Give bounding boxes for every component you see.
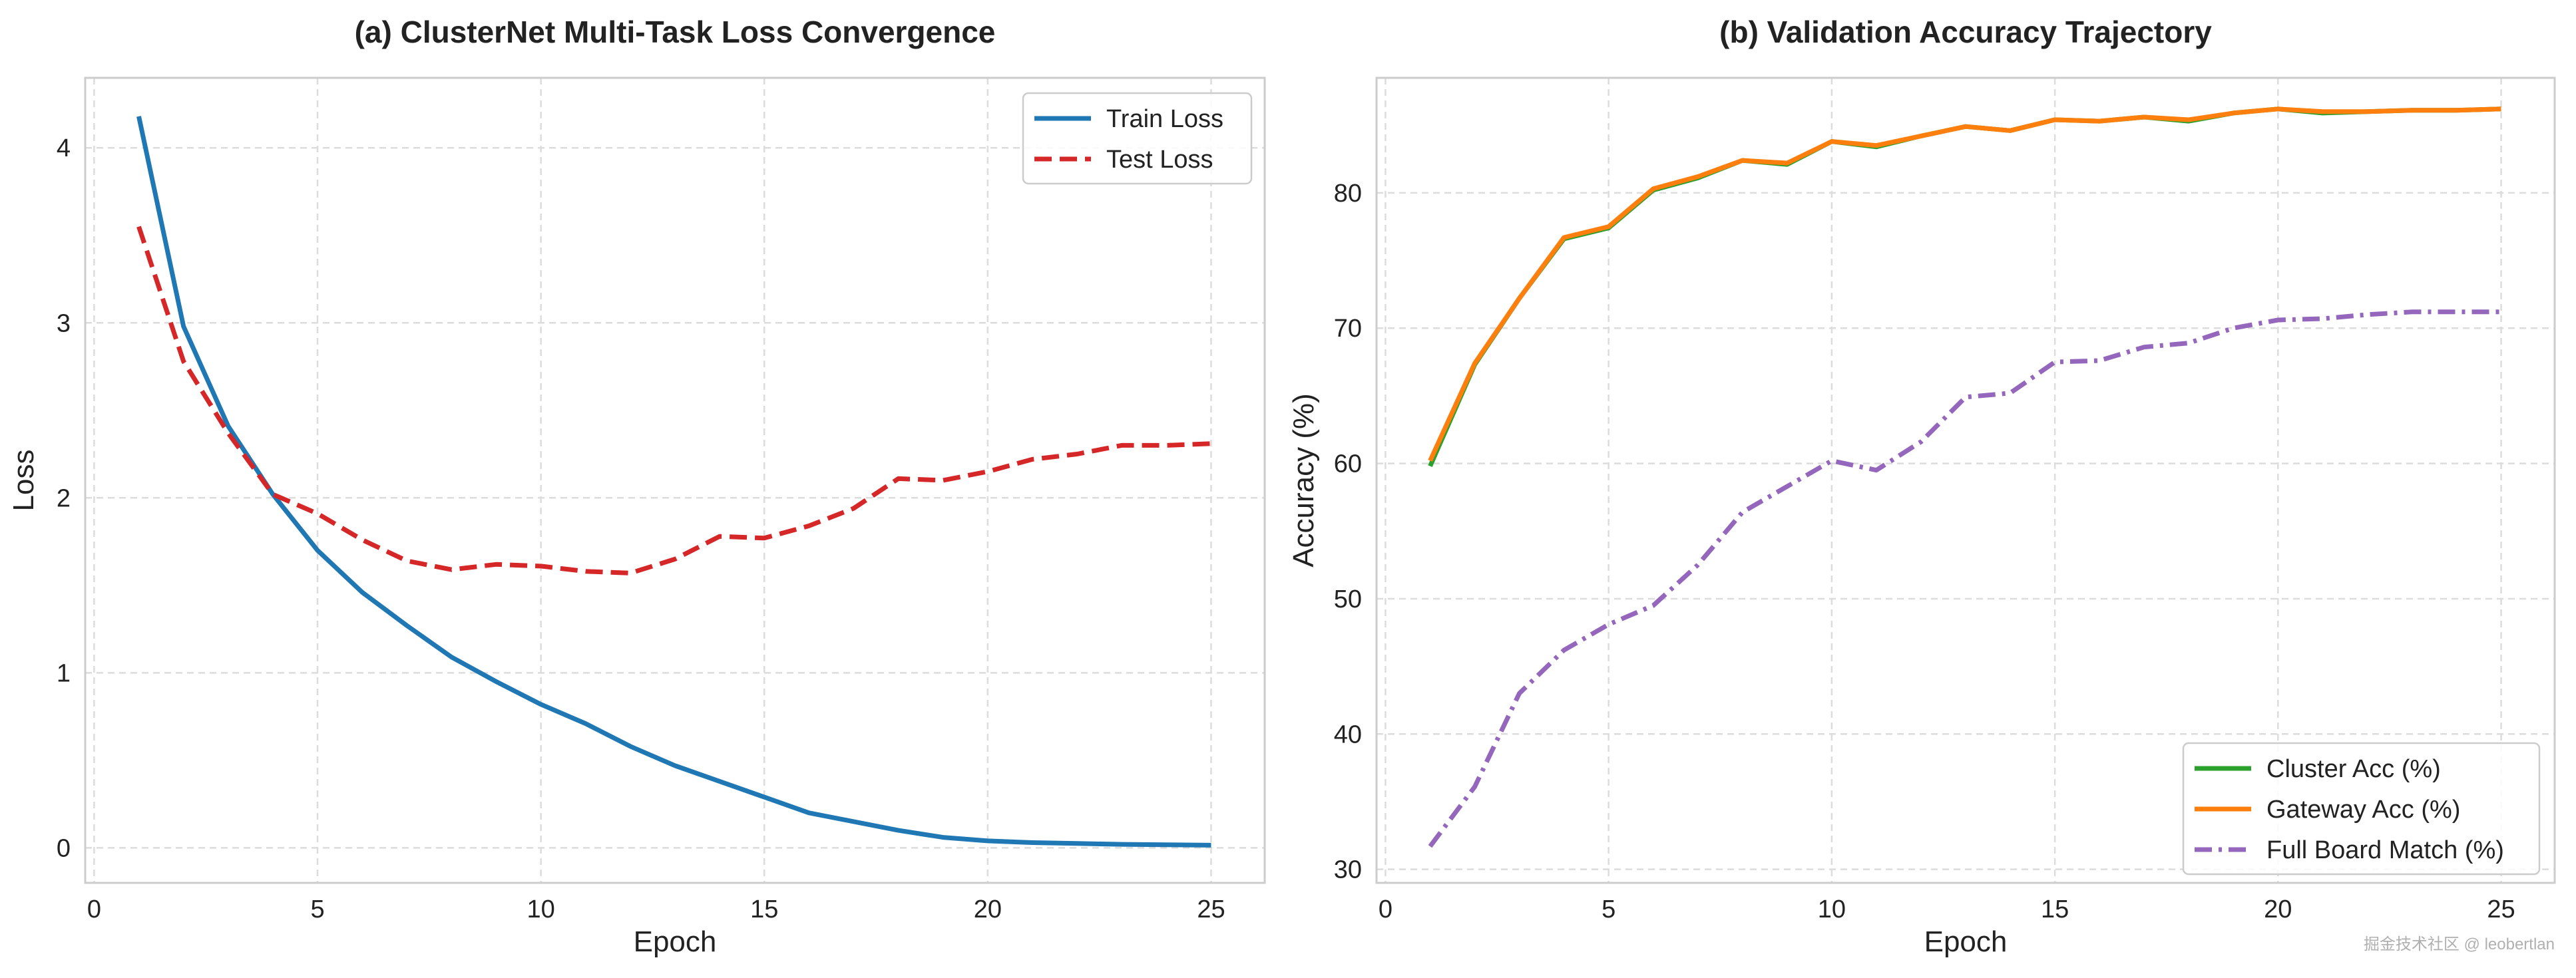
x-tick-label: 25: [2487, 896, 2515, 923]
series-line: [136, 226, 1211, 575]
y-axis-label: Loss: [7, 450, 40, 512]
y-tick-label: 60: [1334, 450, 1362, 478]
chart-title: (b) Validation Accuracy Trajectory: [1719, 15, 2212, 49]
y-tick-label: 80: [1334, 180, 1362, 208]
x-tick-label: 5: [1602, 896, 1615, 923]
series-line: [1428, 106, 2501, 462]
y-tick-label: 2: [57, 484, 71, 512]
legend-label: Cluster Acc (%): [2266, 755, 2441, 783]
chart-title: (a) ClusterNet Multi-Task Loss Convergen…: [355, 15, 996, 49]
panel-loss-convergence: 0 5 10 15 20 25 0 1 2 3 4 (a) ClusterNet Multi-Task…: [7, 15, 1266, 958]
x-axis-label: Epoch: [1924, 925, 2008, 958]
y-axis-label: Accuracy (%): [1287, 393, 1320, 568]
plot-frame: [1375, 77, 2556, 884]
x-tick-label: 20: [974, 896, 1002, 923]
y-tick-label: 50: [1334, 585, 1362, 613]
y-tick-label: 3: [57, 309, 71, 337]
y-tick-label: 40: [1334, 721, 1362, 748]
legend-label: Train Loss: [1106, 105, 1223, 133]
y-tick-label: 30: [1334, 856, 1362, 884]
y-tick-label: 70: [1334, 315, 1362, 343]
x-tick-label: 20: [2264, 896, 2292, 923]
y-tick-label: 0: [57, 834, 71, 862]
x-tick-label: 15: [750, 896, 778, 923]
legend-label: Gateway Acc (%): [2266, 796, 2460, 824]
series-line: [136, 116, 1211, 848]
x-axis-label: Epoch: [634, 925, 717, 958]
x-tick-label: 5: [310, 896, 324, 923]
x-tick-label: 0: [1379, 896, 1393, 923]
watermark: 掘金技术社区 @ leobertlan: [2364, 935, 2555, 953]
legend-box: [1022, 92, 1253, 185]
series-line: [1428, 106, 2501, 468]
legend-label: Test Loss: [1106, 146, 1213, 174]
legend-box: [2182, 742, 2541, 876]
y-tick-label: 4: [57, 134, 71, 162]
legend-label: Full Board Match (%): [2266, 836, 2504, 864]
x-tick-label: 25: [1197, 896, 1225, 923]
x-tick-label: 0: [87, 896, 101, 923]
panel-validation-accuracy: 0 5 10 15 20 25 30 40 50 60 70 80 (b) Validation Acc…: [1287, 15, 2556, 958]
plot-frame: [84, 77, 1266, 884]
x-tick-label: 10: [527, 896, 554, 923]
y-tick-label: 1: [57, 659, 71, 687]
x-tick-label: 15: [2041, 896, 2069, 923]
x-tick-label: 10: [1818, 896, 1846, 923]
